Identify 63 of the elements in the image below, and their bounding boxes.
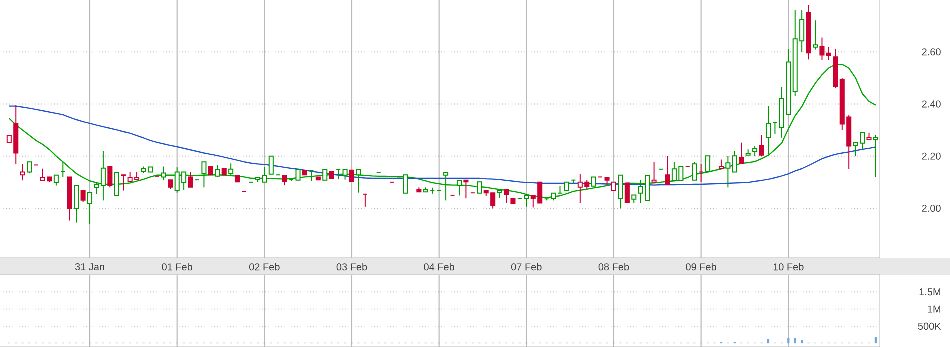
candlestick	[168, 180, 174, 190]
candlestick	[706, 156, 711, 172]
candlestick	[80, 190, 86, 202]
x-tick-label: 01 Feb	[162, 263, 192, 271]
candlestick	[121, 174, 126, 192]
candlestick	[322, 169, 328, 181]
candlestick	[444, 172, 449, 202]
candlestick	[591, 176, 596, 187]
candlestick	[759, 135, 764, 158]
x-tick-label: 10 Feb	[774, 263, 804, 271]
candlestick	[356, 169, 362, 194]
candlestick	[268, 156, 274, 175]
x-tick-label: 08 Feb	[598, 263, 630, 271]
x-tick-label: 04 Feb	[424, 263, 454, 271]
candlestick	[188, 172, 194, 188]
candlestick	[766, 106, 772, 155]
candlestick	[692, 162, 698, 181]
candlestick	[820, 37, 825, 61]
candlestick	[772, 122, 778, 135]
y-tick-label: 1M	[928, 306, 940, 313]
candlestick	[826, 46, 832, 61]
candlestick	[228, 163, 234, 176]
x-tick-label: 31 Jan	[75, 263, 104, 271]
candlestick	[309, 170, 314, 182]
candlestick	[296, 169, 301, 181]
candlestick	[74, 185, 80, 224]
candlestick	[739, 142, 744, 164]
x-tick-label: 03 Feb	[336, 263, 368, 271]
candlestick	[88, 192, 93, 225]
candlestick	[161, 166, 166, 182]
candlestick	[60, 162, 66, 178]
candlestick	[813, 20, 818, 50]
candlestick	[349, 170, 355, 182]
x-tick-label: 09 Feb	[686, 263, 716, 271]
y-tick-label: 2.00	[922, 204, 941, 212]
candlestick	[403, 174, 408, 194]
candlestick	[652, 162, 657, 183]
candlestick	[464, 180, 469, 200]
candlestick	[698, 164, 704, 183]
y-tick-label: 2.60	[922, 48, 941, 56]
y-tick-label: 2.20	[922, 152, 941, 160]
x-tick-label: 07 Feb	[511, 263, 542, 271]
candlestick	[362, 194, 368, 208]
candlestick	[456, 180, 462, 196]
candlestick	[54, 174, 59, 186]
candlestick	[114, 172, 120, 196]
candlestick	[282, 175, 288, 186]
candlestick	[732, 150, 738, 173]
candlestick	[336, 169, 342, 180]
candlestick	[342, 169, 348, 180]
candlestick	[504, 189, 510, 204]
y-tick-label: 1.5M	[920, 288, 940, 296]
candlestick	[624, 182, 630, 204]
candlestick	[752, 146, 758, 158]
candlestick	[202, 162, 207, 188]
candlestick	[108, 166, 113, 188]
candlestick	[477, 182, 482, 194]
x-tick-label: 02 Feb	[250, 263, 280, 271]
candlestick	[558, 186, 563, 194]
candlestick	[524, 194, 530, 208]
y-tick-label: 500K	[918, 322, 942, 330]
y-tick-label: 2.40	[922, 100, 941, 108]
candlestick	[665, 156, 670, 186]
